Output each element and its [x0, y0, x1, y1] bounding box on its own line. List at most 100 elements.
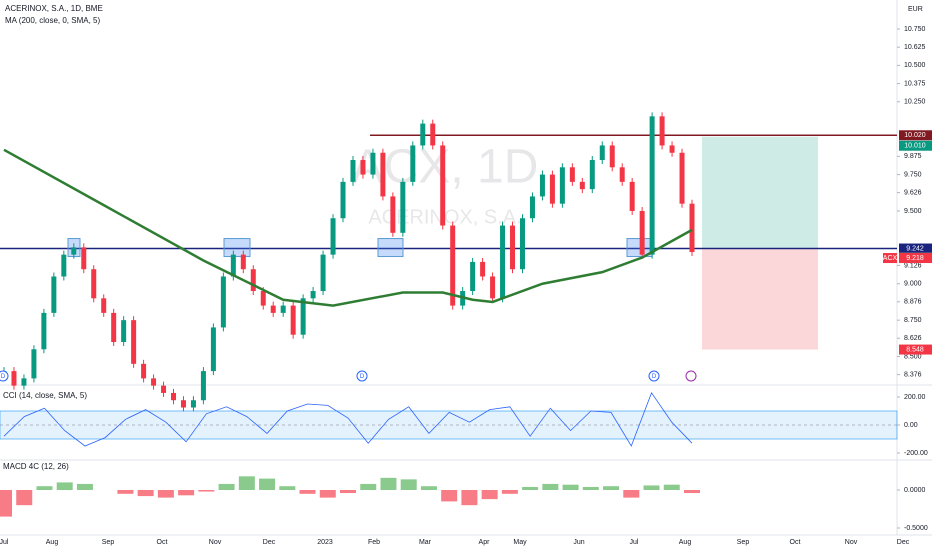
candle	[111, 312, 117, 342]
candle	[639, 210, 645, 255]
candle	[141, 363, 147, 379]
macd-bar	[400, 479, 417, 490]
candle	[450, 225, 456, 306]
macd-bar	[663, 484, 680, 490]
x-tick-label: Oct	[157, 539, 168, 546]
x-tick-label: Aug	[679, 539, 692, 546]
cci-line	[3, 391, 693, 447]
candle	[210, 327, 216, 372]
x-tick-label: Jun	[573, 539, 584, 546]
y-tick-label: 10.250	[904, 99, 926, 106]
macd-bar	[562, 484, 579, 490]
candle	[400, 181, 406, 233]
candle	[370, 152, 376, 175]
macd-bar	[481, 490, 498, 500]
price-tag-label: 10.010	[904, 143, 926, 150]
candle	[51, 276, 57, 313]
y-tick-label: 8.626	[904, 335, 922, 342]
candle	[41, 312, 47, 350]
candle	[21, 378, 27, 386]
candle	[480, 261, 486, 277]
candle	[240, 254, 246, 270]
x-tick-label: Jul	[630, 539, 639, 546]
macd-bar	[137, 490, 154, 497]
price-tag	[899, 253, 932, 264]
macd-bar	[218, 483, 235, 490]
candle	[529, 196, 535, 219]
candle	[71, 247, 77, 255]
price-tag-label: 10.020	[904, 132, 926, 139]
candle	[619, 167, 625, 182]
candle	[81, 247, 87, 270]
candle	[131, 320, 137, 364]
macd-bar	[76, 483, 93, 490]
macd-bar	[340, 490, 356, 494]
macd-bar	[582, 486, 599, 490]
y-tick-label: 8.750	[904, 317, 922, 324]
macd-bar	[198, 490, 215, 492]
candle	[519, 218, 525, 270]
candle	[689, 203, 695, 253]
candle	[11, 371, 17, 386]
macd-bar	[319, 490, 336, 498]
candle	[300, 298, 306, 335]
x-tick-label: Sep	[737, 539, 750, 546]
macd-bar	[117, 490, 134, 494]
y-tick-label: 9.750	[904, 171, 922, 178]
macd-bar	[279, 486, 296, 490]
y-tick-label: 8.876	[904, 299, 922, 306]
x-tick-label: Oct	[790, 539, 801, 546]
candle	[589, 160, 595, 190]
candle	[549, 174, 555, 204]
y-tick-label: 10.375	[904, 80, 926, 87]
cci-tick-label: 200.00	[904, 394, 926, 401]
x-tick-label: Jul	[0, 539, 9, 546]
cci-tick-label: 0.00	[904, 422, 918, 429]
candle	[470, 261, 476, 292]
y-tick-label: 10.500	[904, 62, 926, 69]
candle	[599, 145, 605, 161]
candle	[161, 385, 167, 393]
macd-bar	[380, 477, 397, 490]
x-tick-label: Mar	[419, 539, 432, 546]
macd-tick-label: 0.0000	[904, 487, 926, 494]
zone-box	[223, 238, 251, 258]
candle	[230, 254, 236, 277]
candle	[350, 160, 356, 182]
macd-bar	[461, 490, 478, 506]
candle	[500, 225, 506, 299]
candle	[91, 269, 97, 299]
y-tick-label: 9.126	[904, 262, 922, 269]
x-tick-label: Sep	[102, 539, 115, 546]
event-icon	[0, 370, 9, 382]
macd-bar	[0, 490, 12, 517]
macd-bar	[420, 486, 437, 490]
macd-bar	[56, 482, 73, 490]
candle	[290, 305, 296, 335]
candle	[330, 218, 336, 255]
y-tick-label: 9.500	[904, 208, 922, 215]
candle	[569, 167, 575, 182]
x-tick-label: Dec	[897, 539, 910, 546]
macd-bar	[16, 490, 33, 506]
y-tick-label: 9.626	[904, 189, 922, 196]
stop-zone	[702, 248, 818, 350]
x-tick-label: Feb	[368, 539, 380, 546]
candle	[380, 152, 386, 197]
macd-bar	[623, 490, 640, 498]
candle	[510, 225, 516, 270]
candle	[270, 305, 276, 313]
macd-bar	[522, 486, 539, 490]
candle	[340, 181, 346, 219]
currency: EUR	[908, 6, 923, 13]
macd-bar	[259, 478, 276, 490]
candle	[679, 152, 685, 204]
candle	[151, 378, 157, 386]
candle	[609, 145, 615, 168]
event-icon	[356, 370, 368, 382]
target-zone	[702, 136, 818, 249]
macd-bar	[360, 483, 377, 490]
price-tag-label: 9.218	[906, 255, 924, 262]
ma-line	[3, 148, 693, 307]
